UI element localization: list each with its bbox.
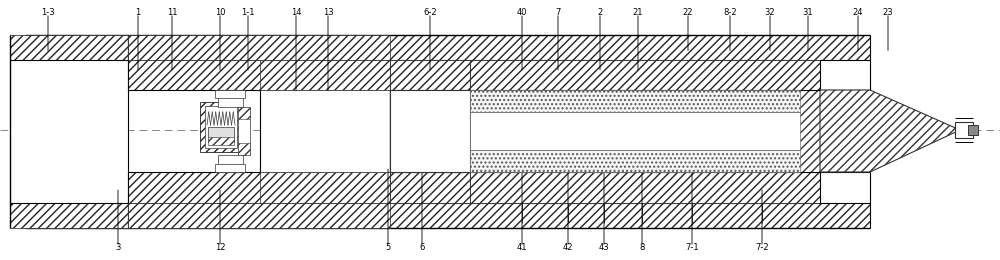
Bar bbox=[238, 143, 250, 155]
Bar bbox=[10, 203, 128, 228]
Bar bbox=[215, 164, 245, 172]
Bar bbox=[955, 122, 973, 138]
Text: 24: 24 bbox=[853, 8, 863, 17]
Text: 10: 10 bbox=[215, 8, 225, 17]
Text: 6-2: 6-2 bbox=[423, 8, 437, 17]
Text: 3: 3 bbox=[115, 243, 121, 252]
Bar bbox=[470, 172, 820, 203]
Bar bbox=[218, 155, 243, 167]
Bar bbox=[470, 90, 820, 172]
Bar bbox=[260, 172, 390, 203]
Bar bbox=[128, 172, 390, 203]
Bar bbox=[260, 60, 390, 90]
Text: 1-1: 1-1 bbox=[241, 8, 255, 17]
Bar bbox=[390, 90, 470, 172]
Text: 32: 32 bbox=[765, 8, 775, 17]
Polygon shape bbox=[820, 90, 960, 172]
Bar bbox=[215, 90, 245, 98]
Bar bbox=[390, 60, 470, 90]
Bar bbox=[238, 107, 250, 119]
Bar bbox=[10, 35, 128, 60]
Bar bbox=[260, 90, 390, 172]
Bar bbox=[470, 60, 820, 90]
Bar bbox=[470, 112, 800, 150]
Bar bbox=[128, 203, 390, 228]
Text: 42: 42 bbox=[563, 243, 573, 252]
Bar bbox=[25, 35, 870, 60]
Bar bbox=[25, 203, 870, 228]
Bar bbox=[128, 35, 390, 60]
Text: 43: 43 bbox=[599, 243, 609, 252]
Text: 21: 21 bbox=[633, 8, 643, 17]
Bar bbox=[10, 60, 128, 203]
Bar bbox=[208, 127, 234, 142]
Text: 6: 6 bbox=[419, 243, 425, 252]
Text: 40: 40 bbox=[517, 8, 527, 17]
Bar bbox=[470, 150, 800, 172]
Bar bbox=[200, 102, 242, 152]
Text: 8: 8 bbox=[639, 243, 645, 252]
Bar bbox=[968, 125, 978, 135]
Text: 1-3: 1-3 bbox=[41, 8, 55, 17]
Text: 7: 7 bbox=[555, 8, 561, 17]
Text: 8-2: 8-2 bbox=[723, 8, 737, 17]
Text: 7-2: 7-2 bbox=[755, 243, 769, 252]
Text: 13: 13 bbox=[323, 8, 333, 17]
Text: 12: 12 bbox=[215, 243, 225, 252]
Text: 14: 14 bbox=[291, 8, 301, 17]
Text: 2: 2 bbox=[597, 8, 603, 17]
Bar bbox=[128, 60, 390, 90]
Text: 7-1: 7-1 bbox=[685, 243, 699, 252]
Bar bbox=[238, 107, 250, 155]
Bar bbox=[390, 172, 470, 203]
Text: 23: 23 bbox=[883, 8, 893, 17]
Bar bbox=[218, 95, 243, 107]
Text: 1: 1 bbox=[135, 8, 141, 17]
Bar bbox=[205, 106, 237, 148]
Text: 5: 5 bbox=[385, 243, 391, 252]
Text: 11: 11 bbox=[167, 8, 177, 17]
Text: 22: 22 bbox=[683, 8, 693, 17]
Bar bbox=[470, 90, 800, 112]
Text: 31: 31 bbox=[803, 8, 813, 17]
Text: 41: 41 bbox=[517, 243, 527, 252]
Bar bbox=[208, 137, 234, 145]
